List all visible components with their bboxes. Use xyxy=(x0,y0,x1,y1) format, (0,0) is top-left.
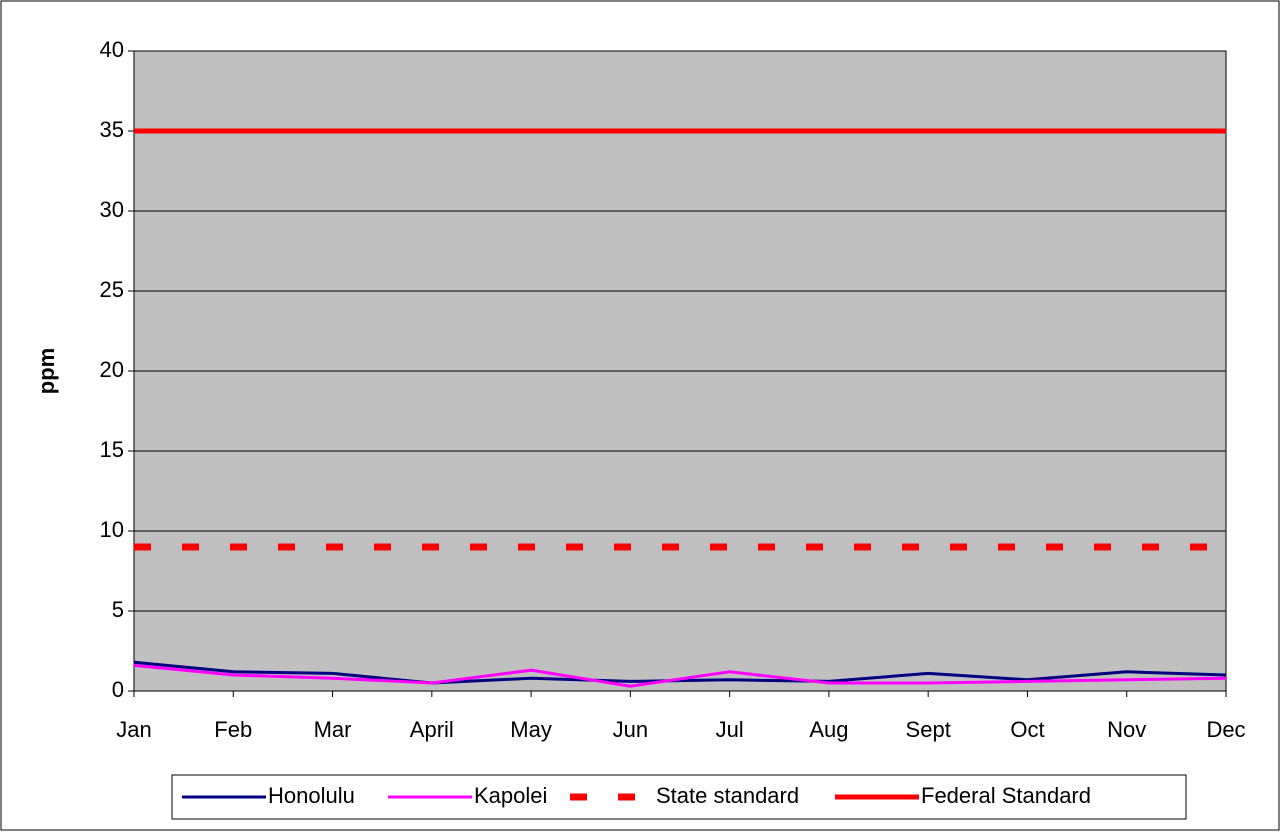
y-tick-label: 35 xyxy=(100,117,124,142)
legend-label: State standard xyxy=(656,783,799,808)
legend-label: Kapolei xyxy=(474,783,547,808)
x-tick-label: Jul xyxy=(716,717,744,742)
series-line xyxy=(133,660,1227,685)
legend-label: Honolulu xyxy=(268,783,355,808)
x-tick-label: Feb xyxy=(214,717,252,742)
y-tick-label: 5 xyxy=(112,597,124,622)
x-tick-label: Jan xyxy=(116,717,151,742)
y-tick-label: 0 xyxy=(112,677,124,702)
y-tick-label: 30 xyxy=(100,197,124,222)
legend-label: Federal Standard xyxy=(921,783,1091,808)
legend-box xyxy=(171,774,1187,820)
x-tick-label: Nov xyxy=(1107,717,1146,742)
x-tick-label: Oct xyxy=(1010,717,1044,742)
x-tick-label: Jun xyxy=(613,717,648,742)
x-tick-label: May xyxy=(510,717,552,742)
y-tick-label: 15 xyxy=(100,437,124,462)
series-line xyxy=(133,663,1227,688)
y-tick-label: 40 xyxy=(100,37,124,62)
x-tick-label: April xyxy=(410,717,454,742)
x-tick-label: Mar xyxy=(314,717,352,742)
y-axis-label: ppm xyxy=(34,348,59,394)
y-tick-label: 10 xyxy=(100,517,124,542)
x-tick-label: Sept xyxy=(906,717,951,742)
y-tick-label: 25 xyxy=(100,277,124,302)
y-tick-label: 20 xyxy=(100,357,124,382)
x-tick-label: Aug xyxy=(809,717,848,742)
plot-border xyxy=(133,50,1227,692)
x-tick-label: Dec xyxy=(1206,717,1245,742)
